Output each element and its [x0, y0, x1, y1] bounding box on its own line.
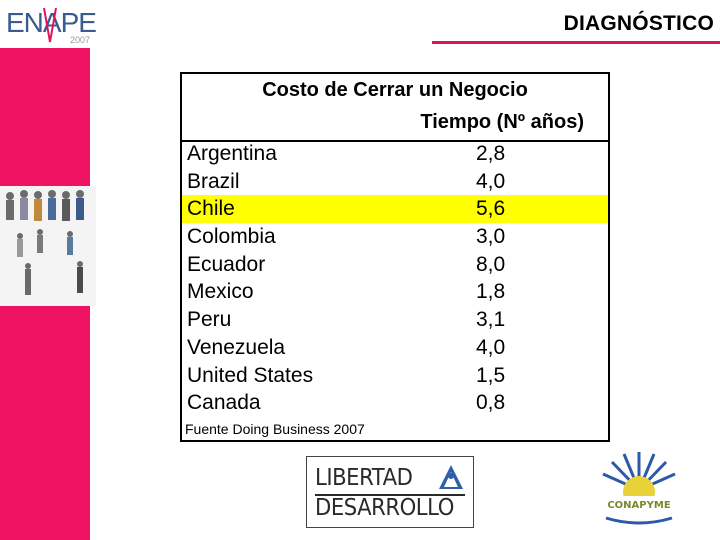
years-cell: 1,8 [476, 280, 506, 304]
country-cell: Ecuador [187, 252, 266, 276]
country-cell: Mexico [187, 280, 254, 304]
country-cell: Peru [187, 308, 232, 332]
triangle-emblem-icon [439, 465, 463, 489]
accent-strip-top [0, 48, 90, 186]
table-row: Venezuela 4,0 [182, 334, 608, 362]
table-title: Costo de Cerrar un Negocio [262, 79, 528, 101]
years-cell: 4,0 [476, 335, 506, 359]
conapyme-logo-text: CONAPYME [607, 500, 670, 511]
table-row: Argentina 2,8 [182, 140, 608, 168]
accent-strip-bottom [0, 306, 90, 540]
table-body: Argentina 2,8 Brazil 4,0 Chile 5,6 Colom… [182, 140, 608, 417]
country-cell: Venezuela [187, 335, 286, 359]
people-illustration [0, 186, 96, 306]
country-cell: Colombia [187, 225, 276, 249]
years-cell: 3,0 [476, 225, 506, 249]
years-cell: 2,8 [476, 142, 506, 165]
logo-text-libertad: LIBERTAD [315, 465, 413, 491]
libertad-desarrollo-logo: LIBERTAD DESARROLLO [306, 456, 474, 528]
enape-logo: ENAPE 2007 [6, 7, 97, 45]
table-source-note: Fuente Doing Business 2007 [185, 421, 365, 437]
table-row: Peru 3,1 [182, 306, 608, 334]
conapyme-logo: CONAPYME [600, 452, 678, 525]
years-cell: 3,1 [476, 308, 506, 332]
slide-title: DIAGNÓSTICO [563, 12, 714, 35]
enape-logo-year: 2007 [70, 35, 90, 45]
country-cell: Brazil [187, 169, 240, 193]
business-closure-table: Costo de Cerrar un Negocio Tiempo (Nº añ… [180, 72, 610, 442]
table-row: Brazil 4,0 [182, 168, 608, 196]
table-header: Costo de Cerrar un Negocio Tiempo (Nº añ… [182, 74, 608, 142]
logo-text-desarrollo: DESARROLLO [315, 495, 454, 521]
table-row-highlighted: Chile 5,6 [182, 195, 608, 224]
logo-divider [315, 494, 465, 496]
table-row: United States 1,5 [182, 362, 608, 390]
table-row: Mexico 1,8 [182, 278, 608, 306]
country-cell: Chile [187, 197, 235, 221]
country-cell: Argentina [187, 142, 277, 165]
years-cell: 8,0 [476, 252, 506, 276]
years-cell: 5,6 [476, 197, 506, 221]
years-cell: 1,5 [476, 363, 506, 387]
country-cell: United States [187, 363, 314, 387]
country-cell: Canada [187, 391, 261, 415]
years-cell: 0,8 [476, 391, 506, 415]
table-row: Ecuador 8,0 [182, 251, 608, 279]
table-row: Canada 0,8 [182, 389, 608, 417]
years-cell: 4,0 [476, 169, 506, 193]
column-header-years: Tiempo (Nº años) [420, 111, 584, 133]
title-underline [432, 41, 720, 44]
table-row: Colombia 3,0 [182, 223, 608, 251]
